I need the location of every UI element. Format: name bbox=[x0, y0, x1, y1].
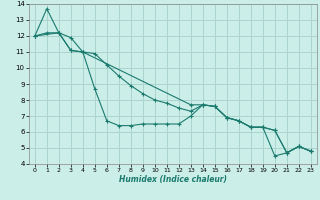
X-axis label: Humidex (Indice chaleur): Humidex (Indice chaleur) bbox=[119, 175, 227, 184]
